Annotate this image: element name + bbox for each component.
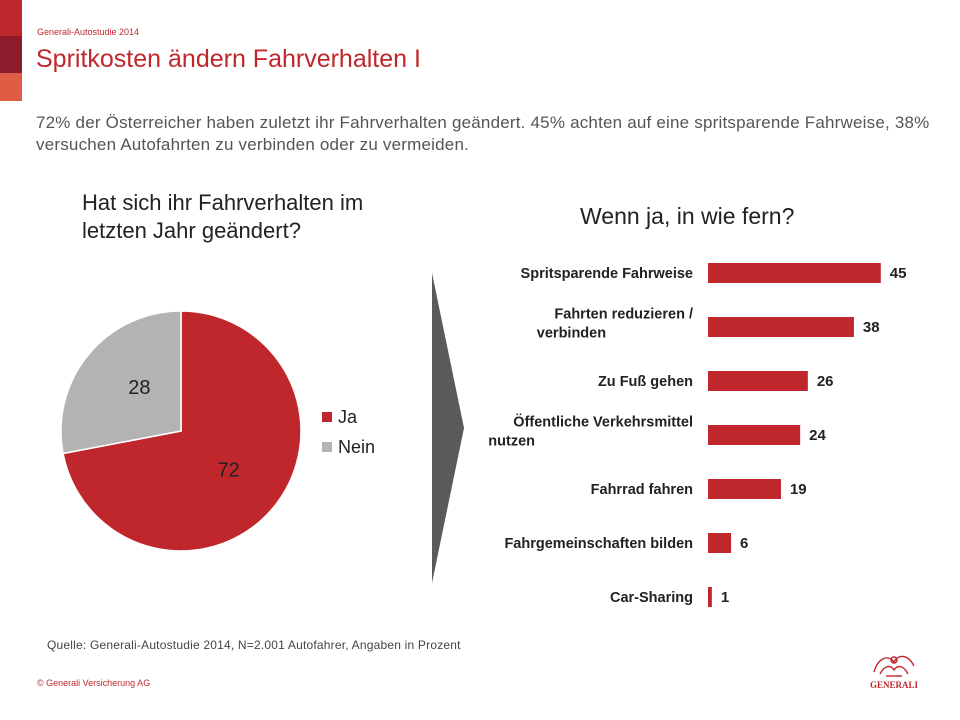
bar-value-5: 6 bbox=[740, 535, 748, 552]
legend-swatch-nein bbox=[322, 442, 332, 452]
bar-value-1: 38 bbox=[863, 319, 880, 336]
bar-value-6: 1 bbox=[721, 589, 729, 606]
bar-chart-title: Wenn ja, in wie fern? bbox=[580, 203, 795, 229]
bar-0 bbox=[708, 263, 881, 283]
bar-value-0: 45 bbox=[890, 265, 907, 282]
pie-legend: Ja Nein bbox=[322, 402, 375, 462]
brand-strip-dark-red bbox=[0, 36, 22, 73]
bar-4 bbox=[708, 479, 781, 499]
bar-label-5: Fahrgemeinschaften bilden bbox=[504, 536, 693, 552]
brand-strip-red bbox=[0, 0, 22, 36]
bar-5 bbox=[708, 533, 732, 553]
generali-lion-logo: GENERALI bbox=[870, 655, 919, 690]
bar-6 bbox=[708, 587, 712, 607]
bar-1 bbox=[708, 317, 854, 337]
logo-text: GENERALI bbox=[870, 680, 919, 690]
bar-2 bbox=[708, 371, 808, 391]
legend-item-ja: Ja bbox=[322, 402, 375, 432]
pie-chart-title: Hat sich ihr Fahrverhalten im letzten Ja… bbox=[82, 190, 364, 243]
bar-3 bbox=[708, 425, 801, 445]
bar-label-1: Fahrten reduzieren / verbinden bbox=[537, 307, 693, 342]
bar-label-3: Öffentliche Verkehrsmittel nutzen bbox=[488, 414, 693, 450]
pie-value-nein: 28 bbox=[128, 377, 150, 399]
legend-label-nein: Nein bbox=[338, 436, 376, 457]
study-kicker: Generali-Autostudie 2014 bbox=[37, 27, 140, 37]
bar-label-0: Spritsparende Fahrweise bbox=[521, 266, 693, 282]
source-note: Quelle: Generali-Autostudie 2014, N=2.00… bbox=[47, 638, 461, 652]
pie-slice-ja bbox=[62, 310, 302, 552]
bar-label-2: Zu Fuß gehen bbox=[598, 374, 693, 390]
bar-value-3: 24 bbox=[809, 427, 826, 444]
copyright-note: © Generali Versicherung AG bbox=[37, 678, 151, 688]
bar-label-4: Fahrrad fahren bbox=[591, 482, 693, 498]
pie-slice-nein bbox=[60, 310, 182, 455]
bar-value-4: 19 bbox=[790, 481, 807, 498]
summary-text: 72% der Österreicher haben zuletzt ihr F… bbox=[36, 113, 930, 154]
legend-item-nein: Nein bbox=[322, 432, 375, 462]
bar-label-6: Car-Sharing bbox=[610, 590, 693, 606]
legend-swatch-ja bbox=[322, 412, 332, 422]
chevron-arrow-icon bbox=[432, 273, 464, 583]
pie-value-ja: 72 bbox=[218, 460, 240, 482]
bar-value-2: 26 bbox=[817, 373, 834, 390]
brand-strip-orange bbox=[0, 73, 22, 101]
page-title: Spritkosten ändern Fahrverhalten I bbox=[36, 45, 421, 73]
legend-label-ja: Ja bbox=[338, 406, 358, 427]
